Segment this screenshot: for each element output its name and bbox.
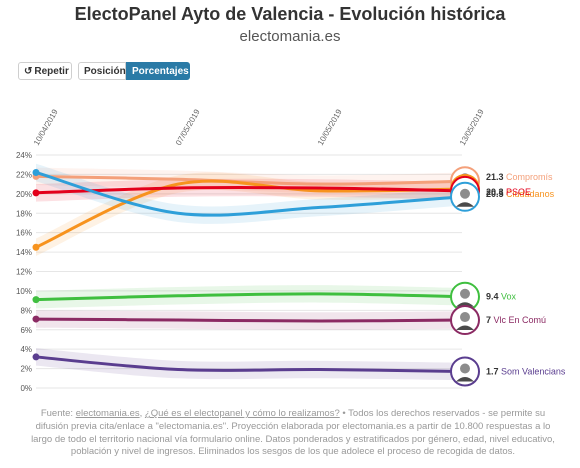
series-end-value: 7 xyxy=(486,315,494,325)
view-toggle: Posición Porcentajes xyxy=(78,62,190,80)
series-end-label: 1.7 Som Valencians xyxy=(486,366,566,376)
y-tick-label: 0% xyxy=(20,384,32,393)
series-end-value: 20.5 xyxy=(486,189,506,199)
series-line xyxy=(34,317,464,323)
series-band xyxy=(36,348,462,381)
series-name: Ciudadanos xyxy=(506,189,555,199)
y-tick-label: 24% xyxy=(16,151,32,160)
y-tick-label: 10% xyxy=(16,287,32,296)
x-tick-label: 10/05/2019 xyxy=(316,107,344,147)
series-band xyxy=(36,167,462,193)
repeat-button[interactable]: ↺ Repetir xyxy=(18,62,72,80)
footer-rest: • Todos los derechos reservados - se per… xyxy=(31,408,555,458)
y-tick-label: 18% xyxy=(16,209,32,218)
footer-sep: , xyxy=(139,408,145,419)
x-tick-label: 07/05/2019 xyxy=(174,107,202,147)
series-name: Vlc En Comú xyxy=(494,315,547,325)
series-band xyxy=(36,172,462,256)
series-band xyxy=(36,163,462,224)
y-tick-label: 16% xyxy=(16,229,32,238)
replay-icon: ↺ xyxy=(24,66,33,77)
series-line xyxy=(34,355,464,373)
series-start-point xyxy=(32,296,40,304)
series-start-point xyxy=(32,315,40,323)
y-tick-label: 22% xyxy=(16,170,32,179)
candidate-photo-icon xyxy=(450,356,480,387)
series-start-point xyxy=(32,168,40,176)
series-line xyxy=(34,174,464,186)
footer-link-about[interactable]: ¿Qué es el electopanel y cómo lo realiza… xyxy=(144,408,340,419)
photo-body xyxy=(456,376,474,382)
series-name: Som Valencians xyxy=(501,366,566,376)
photo-body xyxy=(456,202,474,207)
series-start-point xyxy=(32,243,40,251)
y-tick-label: 6% xyxy=(20,326,32,335)
position-button[interactable]: Posición xyxy=(78,62,126,80)
y-tick-label: 4% xyxy=(20,345,32,354)
photo-head xyxy=(460,188,470,199)
series-end-value: 1.7 xyxy=(486,366,501,376)
x-tick-label: 10/04/2019 xyxy=(32,107,60,147)
candidate-photo-icon xyxy=(450,181,480,212)
series-line xyxy=(34,292,464,302)
series-end-label: 21.3 Compromís xyxy=(486,172,553,182)
series-start-point xyxy=(32,353,40,361)
x-tick-label: 13/05/2019 xyxy=(458,107,486,147)
candidate-photo-icon xyxy=(450,305,480,336)
percent-button[interactable]: Porcentajes xyxy=(126,62,190,80)
line-chart: 0% 2% 4% 6% 8% 10% 12% 14% 16% 18% 20% 22% 24%10/04/… xyxy=(16,107,566,393)
chart-subtitle: electomania.es xyxy=(239,28,341,45)
photo-body xyxy=(456,325,474,331)
series-name: Vox xyxy=(501,292,517,302)
series-end-label: 7 Vlc En Comú xyxy=(486,315,546,325)
footer-note: Fuente: electomania.es, ¿Qué es el elect… xyxy=(28,408,558,459)
y-tick-label: 8% xyxy=(20,306,32,315)
footer-link-electomania[interactable]: electomania.es xyxy=(75,408,140,419)
photo-head xyxy=(460,312,470,323)
series-band xyxy=(36,285,462,309)
repeat-label: Repetir xyxy=(34,66,69,77)
series-end-value: 20.3 xyxy=(486,187,506,197)
series-end-label: 20.5 Ciudadanos xyxy=(486,189,555,199)
series-end-value: 9.4 xyxy=(486,292,501,302)
y-tick-label: 2% xyxy=(20,365,32,374)
series-name: PSOE xyxy=(506,187,531,197)
chart-title: ElectoPanel Ayto de Valencia - Evolución… xyxy=(74,4,506,24)
footer-prefix: Fuente: xyxy=(40,408,76,419)
series-end-label: 9.4 Vox xyxy=(486,292,517,302)
series-end-value: 21.3 xyxy=(486,172,506,182)
photo-head xyxy=(460,288,470,299)
y-tick-label: 20% xyxy=(16,190,32,199)
y-tick-label: 12% xyxy=(16,268,32,277)
series-start-point xyxy=(32,189,40,197)
y-tick-label: 14% xyxy=(16,248,32,257)
photo-body xyxy=(456,302,474,307)
series-end-label: 20.3 PSOE xyxy=(486,187,531,197)
photo-head xyxy=(460,363,470,374)
series-line xyxy=(34,170,464,217)
series-line xyxy=(34,186,464,195)
series-name: Compromís xyxy=(506,172,553,182)
